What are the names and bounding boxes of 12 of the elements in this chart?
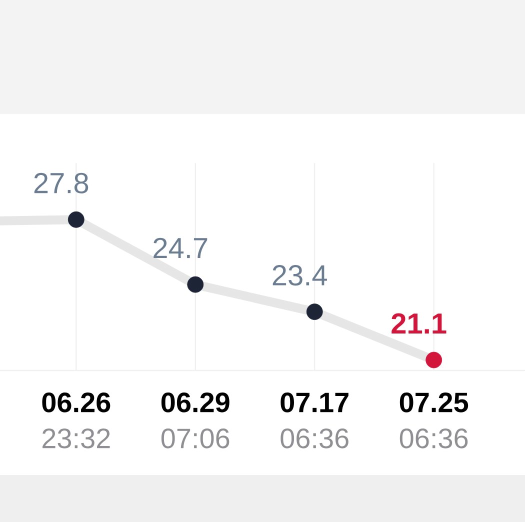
point	[306, 304, 323, 320]
data-label: 21.1	[392, 313, 446, 334]
x-tick-label: 06.26 23:32	[42, 392, 110, 448]
data-label: 27.8	[34, 172, 88, 194]
x-tick-label: 07.25 06:36	[400, 392, 468, 448]
data-label: 24.7	[154, 238, 208, 258]
point	[68, 211, 84, 228]
data-label: 23.4	[272, 265, 327, 286]
x-tick-label: 06.29 07:06	[161, 392, 230, 448]
point	[187, 276, 204, 293]
point	[426, 352, 442, 368]
x-tick-label: 07.17 06:36	[280, 392, 348, 448]
